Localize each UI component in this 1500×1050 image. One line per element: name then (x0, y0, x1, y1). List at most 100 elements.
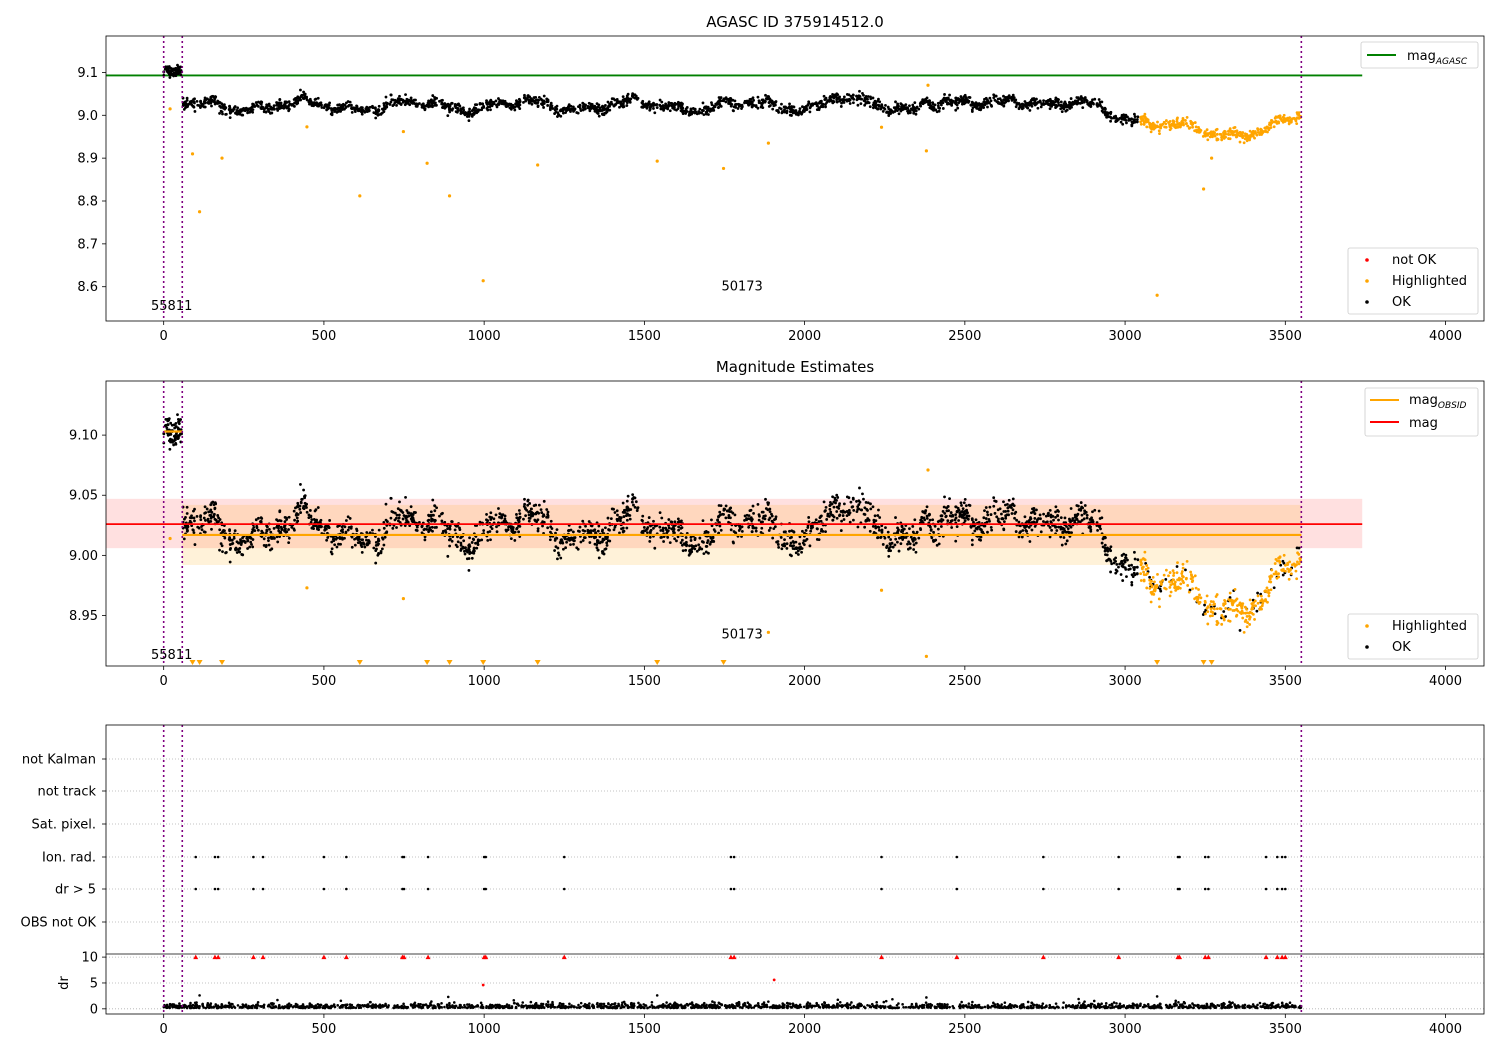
ok-point (515, 513, 518, 516)
ok-point (1117, 565, 1120, 569)
ok-point (1017, 520, 1021, 524)
ok-point (218, 112, 221, 115)
ok-point (183, 517, 186, 521)
ok-point (571, 105, 575, 109)
ok-point (174, 435, 178, 438)
ok-point (440, 519, 444, 523)
ok-point (383, 535, 387, 539)
ok-point (548, 108, 552, 112)
ok-point (850, 505, 854, 509)
ok-point (831, 514, 835, 517)
ok-point (667, 104, 671, 107)
ok-point (977, 521, 981, 524)
ok-point (768, 510, 772, 514)
ok-point (792, 544, 796, 548)
panel2-title: Magnitude Estimates (716, 358, 874, 376)
ok-point (1002, 104, 1006, 108)
ok-point (710, 101, 713, 105)
ok-point (561, 547, 565, 551)
ok-point (740, 529, 744, 533)
ok-point (203, 105, 207, 109)
ok-point (900, 530, 903, 534)
ok-point (338, 537, 342, 541)
highlighted-point (1181, 117, 1185, 120)
ok-point (1120, 113, 1124, 117)
ok-point (1120, 564, 1124, 568)
ok-point (344, 519, 348, 522)
ok-point (625, 518, 629, 522)
ok-point (622, 515, 626, 518)
ok-point (976, 525, 980, 529)
ok-point (989, 513, 993, 516)
ok-point (1115, 117, 1119, 120)
ok-point (247, 107, 251, 111)
highlighted-point (1233, 587, 1237, 591)
ok-point (278, 531, 282, 535)
ok-point (896, 540, 899, 544)
ok-point (177, 428, 181, 431)
ok-point (798, 107, 802, 111)
ok-point (596, 111, 600, 115)
ok-point (771, 536, 775, 540)
ok-point (491, 102, 495, 106)
ok-point (887, 114, 891, 118)
ok-point (822, 500, 826, 504)
ok-point (310, 526, 314, 530)
ok-point (398, 508, 402, 512)
ok-point (1121, 562, 1125, 566)
highlighted-point (1221, 135, 1225, 139)
ok-point (925, 96, 929, 100)
ok-point (1006, 509, 1010, 513)
ok-point (249, 540, 253, 544)
ok-point (531, 99, 534, 103)
ok-point (272, 527, 276, 530)
ok-point (733, 513, 737, 517)
highlighted-point (1245, 139, 1249, 143)
ok-point (818, 106, 822, 110)
ok-point (692, 545, 696, 548)
ok-point (1025, 520, 1029, 524)
ok-point (579, 109, 583, 112)
ok-point (943, 495, 946, 499)
ok-point (1008, 96, 1012, 99)
ok-point (1120, 115, 1124, 119)
ok-point (890, 109, 894, 113)
ok-point (823, 98, 827, 101)
ok-point (648, 108, 652, 112)
ok-point (1106, 111, 1109, 115)
ok-point (443, 102, 447, 105)
ok-point (809, 529, 813, 533)
ok-point (749, 100, 753, 104)
ok-point (252, 526, 256, 529)
ok-point (204, 101, 207, 105)
ok-point (677, 104, 680, 108)
ok-point (412, 510, 416, 514)
ok-point (1027, 525, 1031, 529)
ok-point (433, 103, 437, 107)
ok-point (825, 101, 829, 104)
ok-point (316, 527, 319, 531)
ok-point (864, 518, 868, 522)
ok-point (467, 568, 471, 572)
ok-point (492, 517, 496, 521)
ok-point (893, 543, 897, 547)
ok-point (1083, 504, 1087, 507)
ok-point (522, 505, 526, 508)
ok-point (472, 538, 476, 542)
ok-point (168, 433, 171, 437)
ok-point (969, 525, 973, 529)
ok-point (658, 525, 662, 529)
ok-point (845, 514, 849, 518)
ok-point (761, 510, 765, 514)
y-tick-label: 8.6 (77, 280, 98, 295)
ok-point (1042, 99, 1045, 103)
ok-point (841, 509, 845, 513)
highlighted-point (1231, 133, 1235, 137)
ok-point (222, 103, 226, 107)
ok-point (831, 101, 835, 105)
ok-point (589, 529, 593, 533)
highlighted-outlier (168, 107, 172, 111)
ok-point (845, 510, 849, 513)
ok-point (1228, 596, 1232, 599)
highlighted-point (1245, 135, 1249, 139)
